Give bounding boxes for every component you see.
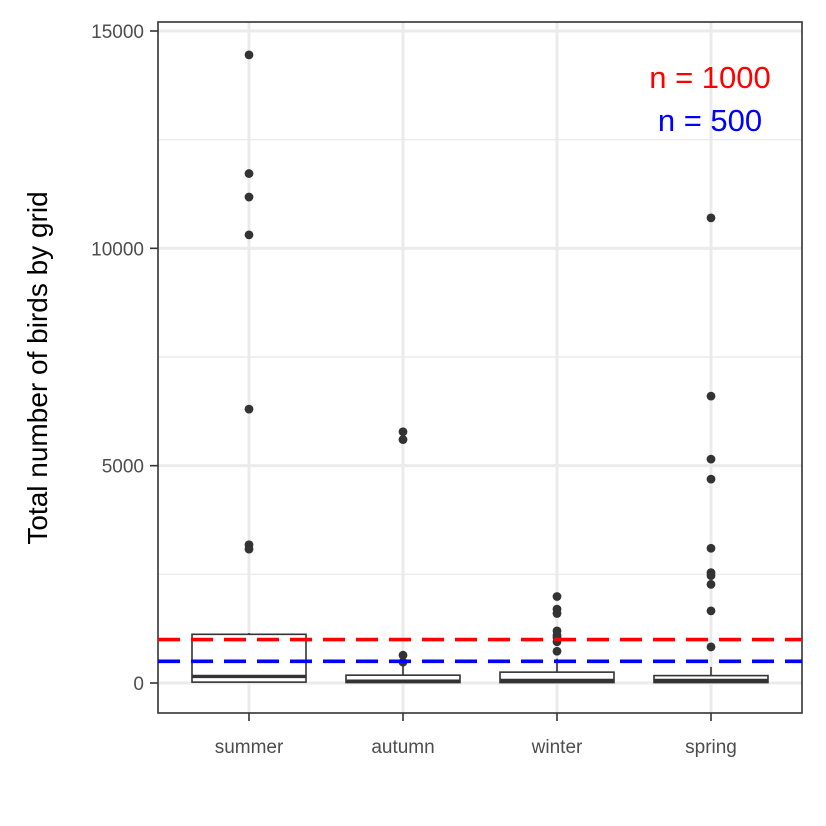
x-tick-label: winter [531,737,583,758]
box-iqr [191,633,307,683]
outlier-point [244,50,254,60]
x-tick-label: spring [685,737,737,758]
annotation-label: n = 500 [658,103,762,138]
outlier-point [552,646,562,656]
outlier-point [552,609,562,618]
box-spring [653,213,769,684]
outlier-point [244,404,254,414]
annotation-label: n = 1000 [649,60,771,95]
outlier-point [398,427,408,437]
x-tick-label: autumn [371,737,434,758]
outlier-point [552,592,562,601]
y-tick-label: 15000 [91,22,144,43]
outlier-point [398,435,408,444]
plot-panel-border [157,21,803,714]
box-summer [191,50,307,683]
y-tick-label: 10000 [91,239,144,260]
outlier-point [398,650,408,660]
box-series [191,50,769,684]
outlier-point [706,606,716,616]
outlier-point [706,213,716,223]
outlier-point [706,543,716,553]
outlier-point [706,474,716,484]
outlier-point [244,544,254,554]
box-iqr [499,671,615,684]
outlier-point [706,454,716,464]
outlier-point [706,571,716,581]
y-axis-title: Total number of birds by grid [22,191,53,544]
box-winter [499,592,615,684]
y-tick-label: 0 [133,674,144,695]
outlier-point [244,230,254,240]
outlier-point [244,192,254,202]
box-autumn [345,427,461,684]
y-tick-label: 5000 [102,457,144,478]
outlier-point [706,579,716,589]
annotations: n = 1000 n = 500 [649,60,771,138]
x-tick-label: summer [215,737,284,758]
reference-lines [158,637,802,664]
outlier-point [706,391,716,401]
outlier-point [706,642,716,652]
outlier-point [244,169,254,178]
axes: 0 5000 10000 15000 summer autumn winter spring [91,22,737,758]
